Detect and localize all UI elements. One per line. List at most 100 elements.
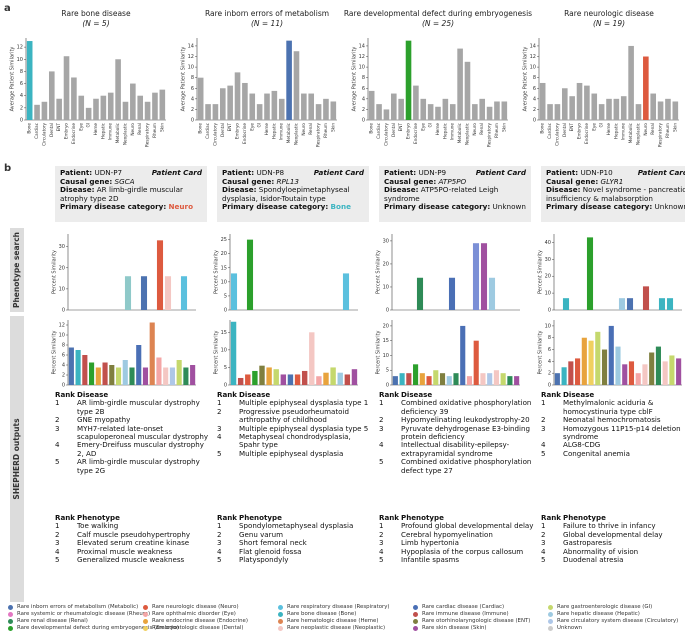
y-tick-label: 10 bbox=[59, 333, 65, 339]
list-item: 3 Multiple epiphyseal dysplasia type 5 bbox=[217, 424, 373, 433]
item-name: Progressive pseudorheumatoid arthropathy… bbox=[239, 406, 349, 425]
bar bbox=[472, 243, 480, 310]
bar bbox=[433, 370, 439, 385]
bar bbox=[142, 367, 149, 385]
x-tick-label: ENT bbox=[569, 123, 574, 132]
item-name: Infantile spasms bbox=[401, 555, 460, 565]
bar bbox=[271, 90, 278, 120]
bar bbox=[56, 98, 62, 120]
rank: 5 bbox=[541, 448, 546, 458]
x-tick-label: Neuro bbox=[301, 123, 306, 136]
item-name: Flat glenoid fossa bbox=[239, 546, 302, 556]
bar bbox=[89, 362, 95, 385]
rank: 1 bbox=[55, 521, 60, 531]
y-tick-label: 25 bbox=[221, 237, 227, 243]
y-axis-label: Percent Similarity bbox=[52, 250, 58, 294]
y-tick-label: 10 bbox=[383, 353, 389, 359]
y-axis-label: Percent Similarity bbox=[52, 330, 58, 374]
y-tick-label: 10 bbox=[221, 279, 227, 285]
bar bbox=[416, 277, 424, 310]
y-axis-label: Percent Similarity bbox=[214, 250, 220, 294]
rank: 2 bbox=[379, 415, 384, 425]
bar bbox=[676, 358, 682, 385]
bar bbox=[129, 367, 135, 385]
bar bbox=[100, 95, 107, 120]
list-item: 5 Multiple epiphyseal dysplasia bbox=[217, 448, 373, 458]
rank: 5 bbox=[379, 555, 384, 565]
bar bbox=[561, 367, 567, 385]
item-name: Limb hypertonia bbox=[401, 538, 460, 548]
bar bbox=[406, 373, 412, 385]
bar bbox=[287, 374, 294, 385]
x-tick-label: GI bbox=[86, 123, 91, 127]
y-tick-label: 15 bbox=[221, 265, 227, 271]
item-name: Congenital anemia bbox=[563, 448, 630, 458]
header: Phenotype bbox=[401, 513, 444, 522]
list-header: Rank Disease bbox=[541, 390, 685, 399]
bar bbox=[164, 276, 172, 310]
rank-list: Rank Disease 1 AR limb-girdle muscular dyst… bbox=[55, 390, 211, 475]
y-tick-label: 10 bbox=[359, 65, 365, 71]
bar bbox=[249, 93, 256, 120]
list-item: 3 Short femoral neck bbox=[217, 538, 373, 547]
rank-list: Rank Disease 1 Methylmalonic aciduria & hom… bbox=[541, 390, 685, 458]
x-tick-label: GI bbox=[599, 123, 604, 127]
list-header: Rank Phenotype bbox=[541, 513, 685, 522]
value: Unknown bbox=[492, 202, 526, 212]
y-tick-label: 6 bbox=[20, 81, 23, 87]
bar bbox=[405, 40, 412, 121]
list-header: Rank Phenotype bbox=[217, 513, 373, 522]
x-tick-label: ENT bbox=[56, 123, 61, 132]
bar bbox=[460, 325, 466, 385]
label: Primary disease category: bbox=[60, 202, 167, 212]
legend-swatch bbox=[143, 619, 148, 624]
rank: 5 bbox=[217, 555, 222, 565]
bar bbox=[554, 373, 560, 385]
y-axis-label: Percent Similarity bbox=[376, 330, 382, 374]
bar bbox=[650, 93, 657, 120]
y-tick-label: 0 bbox=[533, 118, 536, 124]
bar bbox=[390, 93, 397, 120]
list-item: 2 Calf muscle pseudohypertrophy bbox=[55, 530, 211, 539]
patient-card: Patient: UDN-P8 Patient Card Causal gene: … bbox=[217, 166, 369, 222]
bar bbox=[500, 373, 506, 385]
label: Primary disease category: bbox=[222, 202, 329, 212]
card-line: Patient: UDN-P10 Patient Card bbox=[546, 168, 685, 178]
label: Causal gene: bbox=[222, 176, 275, 186]
x-tick-label: Renal bbox=[308, 123, 313, 135]
bar bbox=[152, 92, 158, 120]
header: Disease bbox=[563, 390, 595, 399]
list-item: 3 Elevated serum creatine kinase bbox=[55, 538, 211, 547]
x-tick-label: Immune bbox=[279, 123, 284, 141]
item-name: AR limb-girdle muscular dystrophy type 2… bbox=[77, 398, 200, 416]
x-tick-label: Circulatory bbox=[212, 122, 217, 145]
legend-label: Rare respiratory disease (Respiratory) bbox=[287, 604, 390, 610]
item-name: Abnormality of vision bbox=[563, 546, 639, 556]
y-tick-label: 0 bbox=[224, 383, 227, 389]
list-header: Rank Disease bbox=[379, 390, 535, 399]
y-tick-label: 10 bbox=[17, 57, 23, 63]
bar bbox=[245, 374, 251, 385]
item-name: Multiple epiphyseal dysplasia bbox=[239, 448, 344, 458]
legend-label: Rare renal disease (Renal) bbox=[17, 618, 88, 624]
x-tick-label: Eye bbox=[420, 123, 425, 131]
bar bbox=[156, 357, 162, 385]
y-tick-label: 30 bbox=[383, 238, 389, 244]
x-tick-label: Metabolic bbox=[286, 122, 291, 143]
bar bbox=[169, 367, 175, 385]
header: Rank bbox=[379, 513, 400, 522]
value: AR limb-girdle muscular atrophy type 2D bbox=[60, 185, 183, 203]
panel-label: b bbox=[4, 163, 11, 174]
label: Disease: bbox=[222, 185, 257, 195]
bar bbox=[446, 376, 452, 385]
y-tick-label: 4 bbox=[20, 93, 23, 99]
y-tick-label: 20 bbox=[221, 251, 227, 257]
bar bbox=[71, 77, 77, 120]
legend-swatch bbox=[143, 612, 148, 617]
x-tick-label: Respiratory bbox=[316, 122, 321, 147]
bar bbox=[480, 243, 488, 310]
bar bbox=[586, 237, 594, 310]
label: Disease: bbox=[384, 185, 419, 195]
bar bbox=[608, 325, 614, 385]
item-name: Profound global developmental delay bbox=[401, 521, 534, 531]
